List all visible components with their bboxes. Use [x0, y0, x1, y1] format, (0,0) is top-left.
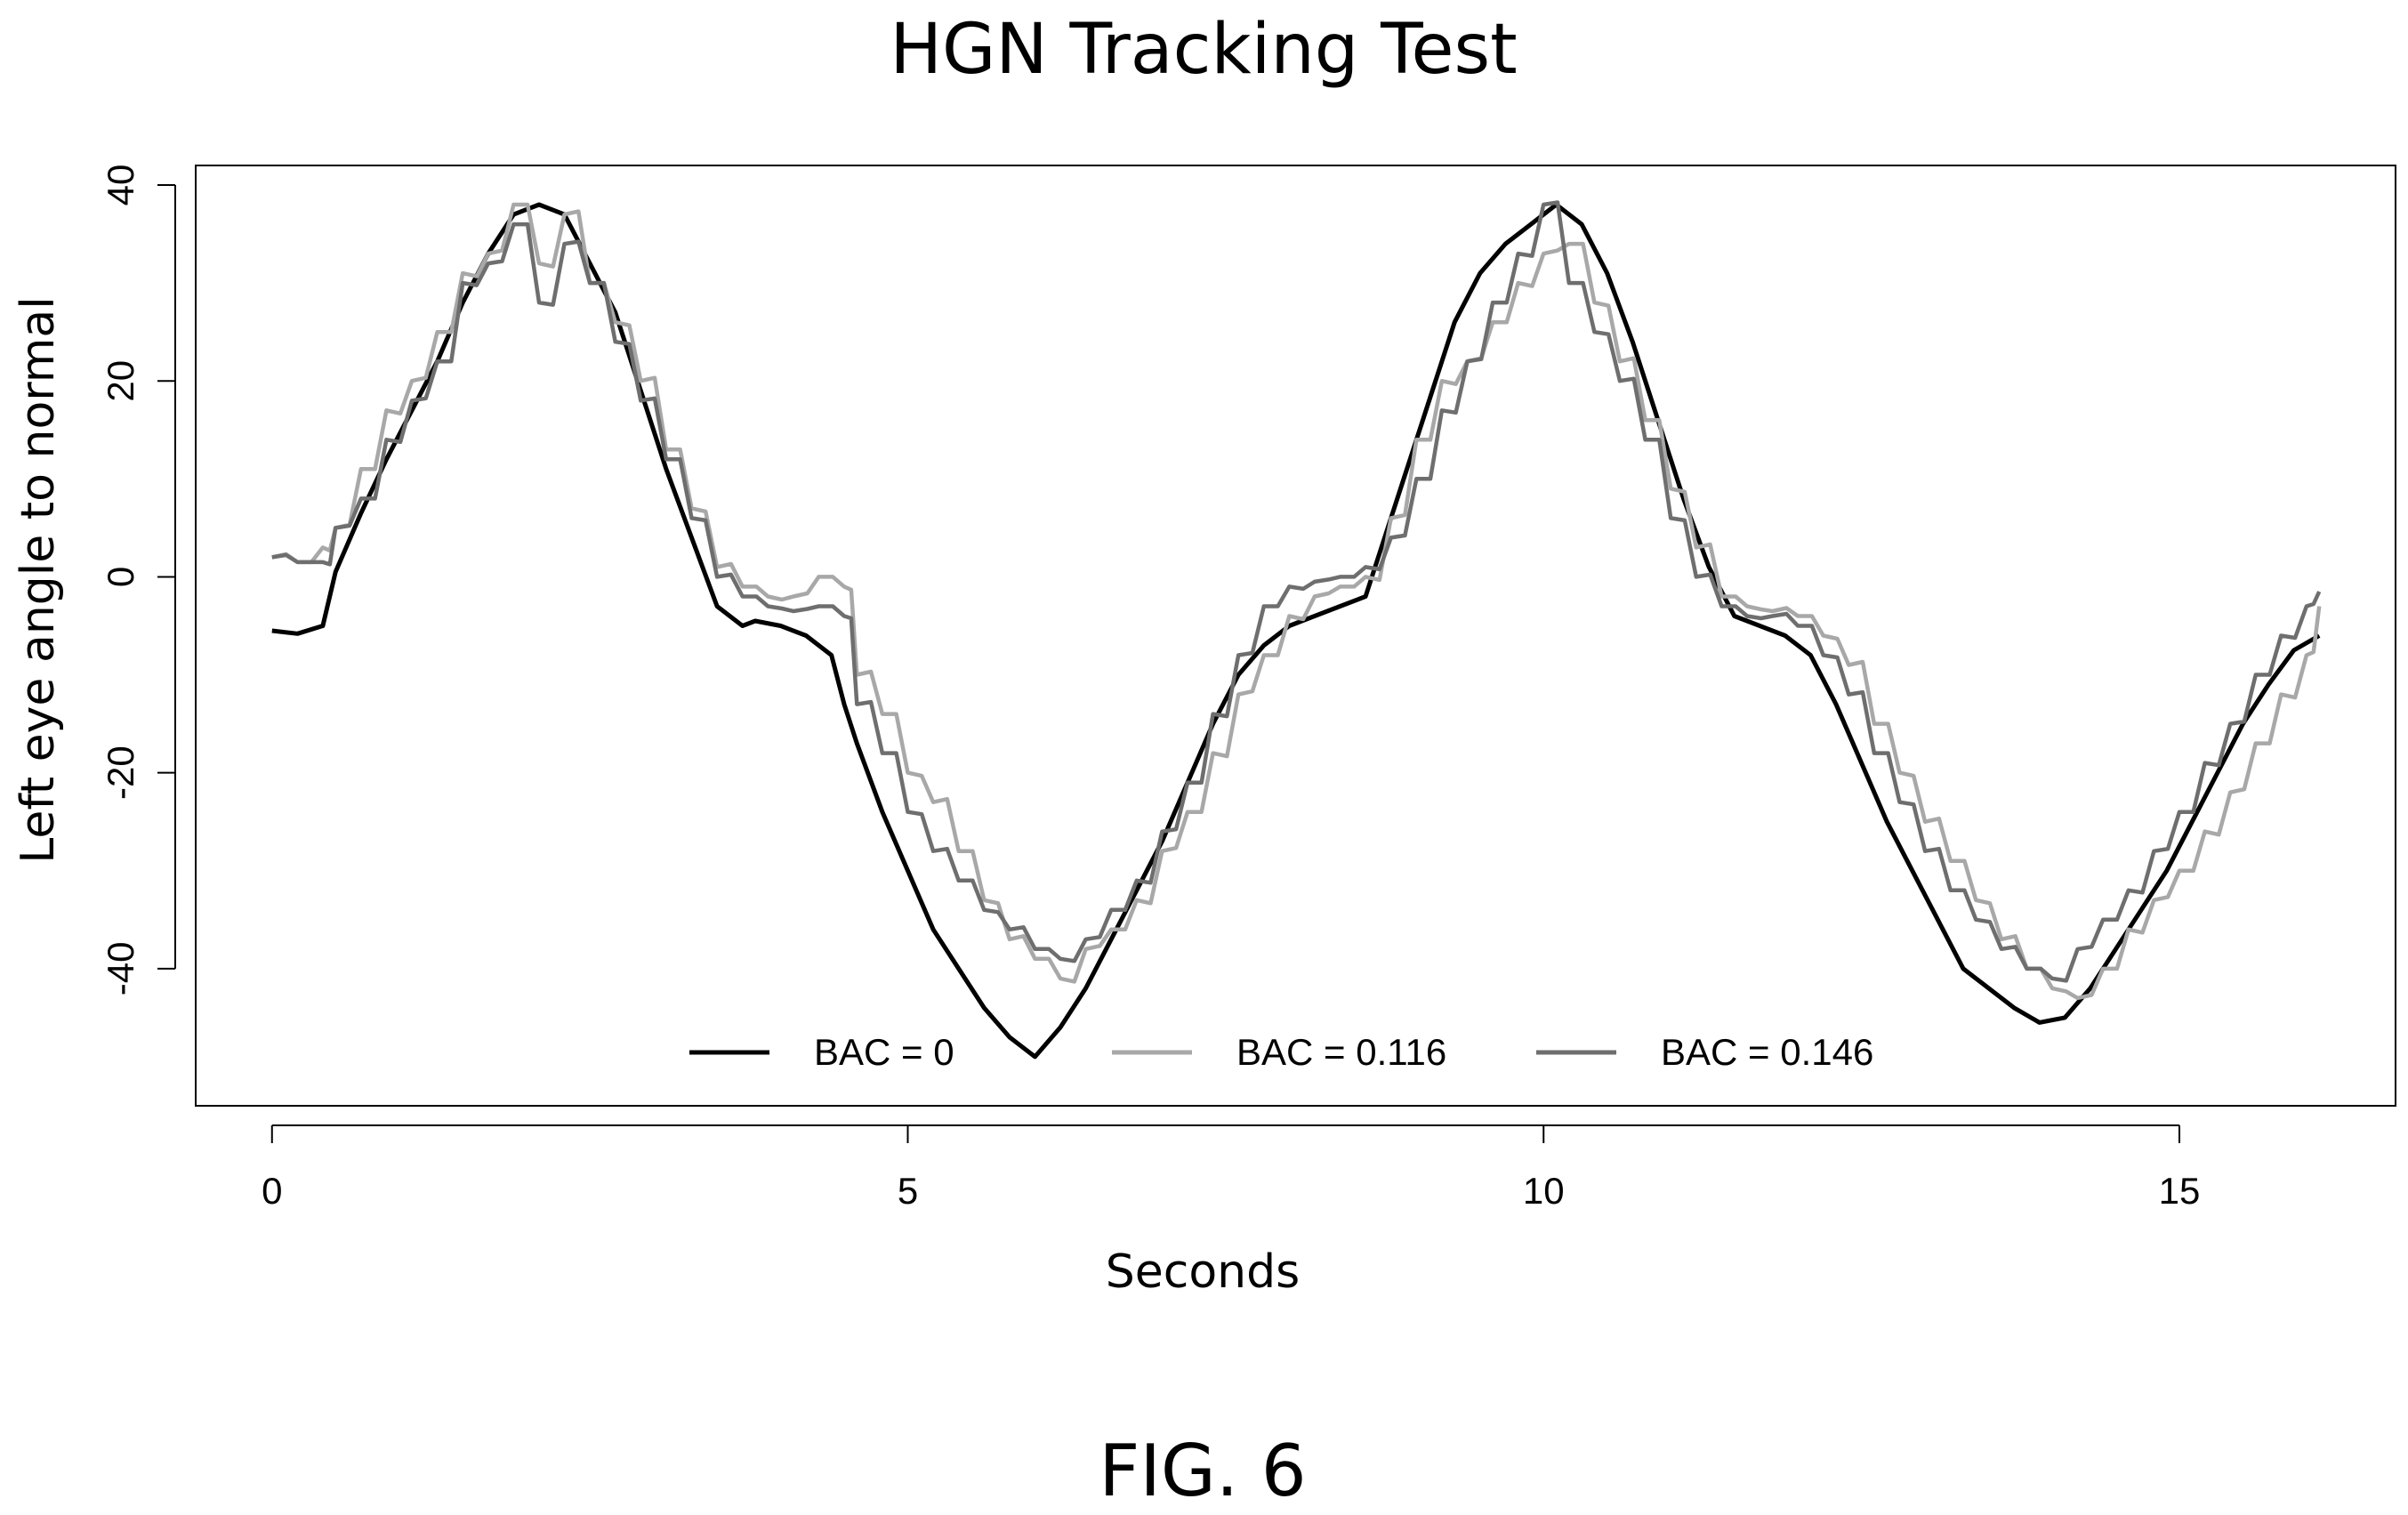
x-tick-label: 0	[262, 1170, 282, 1212]
y-tick-label: -20	[100, 745, 141, 800]
legend-label-0: BAC = 0	[814, 1031, 954, 1073]
x-tick-label: 10	[1523, 1170, 1565, 1212]
y-tick-label: -40	[100, 942, 141, 996]
y-tick-label: 40	[100, 165, 141, 206]
chart-title: HGN Tracking Test	[890, 10, 1517, 90]
axes: 0 5 10 15 -40 -20 0 20 40	[100, 165, 2200, 1212]
legend-label-1: BAC = 0.116	[1236, 1031, 1446, 1073]
series-line-0	[271, 202, 2321, 1060]
legend: BAC = 0 BAC = 0.116 BAC = 0.146	[689, 1031, 1873, 1073]
series-group	[271, 200, 2322, 1060]
y-axis-label: Left eye angle to normal	[12, 296, 65, 863]
series-line-2	[271, 200, 2322, 983]
legend-label-2: BAC = 0.146	[1661, 1031, 1873, 1073]
series-line-1	[271, 202, 2322, 1001]
x-tick-label: 5	[898, 1170, 918, 1212]
figure-label: FIG. 6	[1099, 1430, 1306, 1512]
x-axis-label: Seconds	[1106, 1245, 1300, 1299]
plot-frame	[195, 165, 2396, 1107]
x-tick-label: 15	[2159, 1170, 2201, 1212]
y-tick-label: 0	[100, 567, 141, 587]
y-tick-label: 20	[100, 360, 141, 402]
